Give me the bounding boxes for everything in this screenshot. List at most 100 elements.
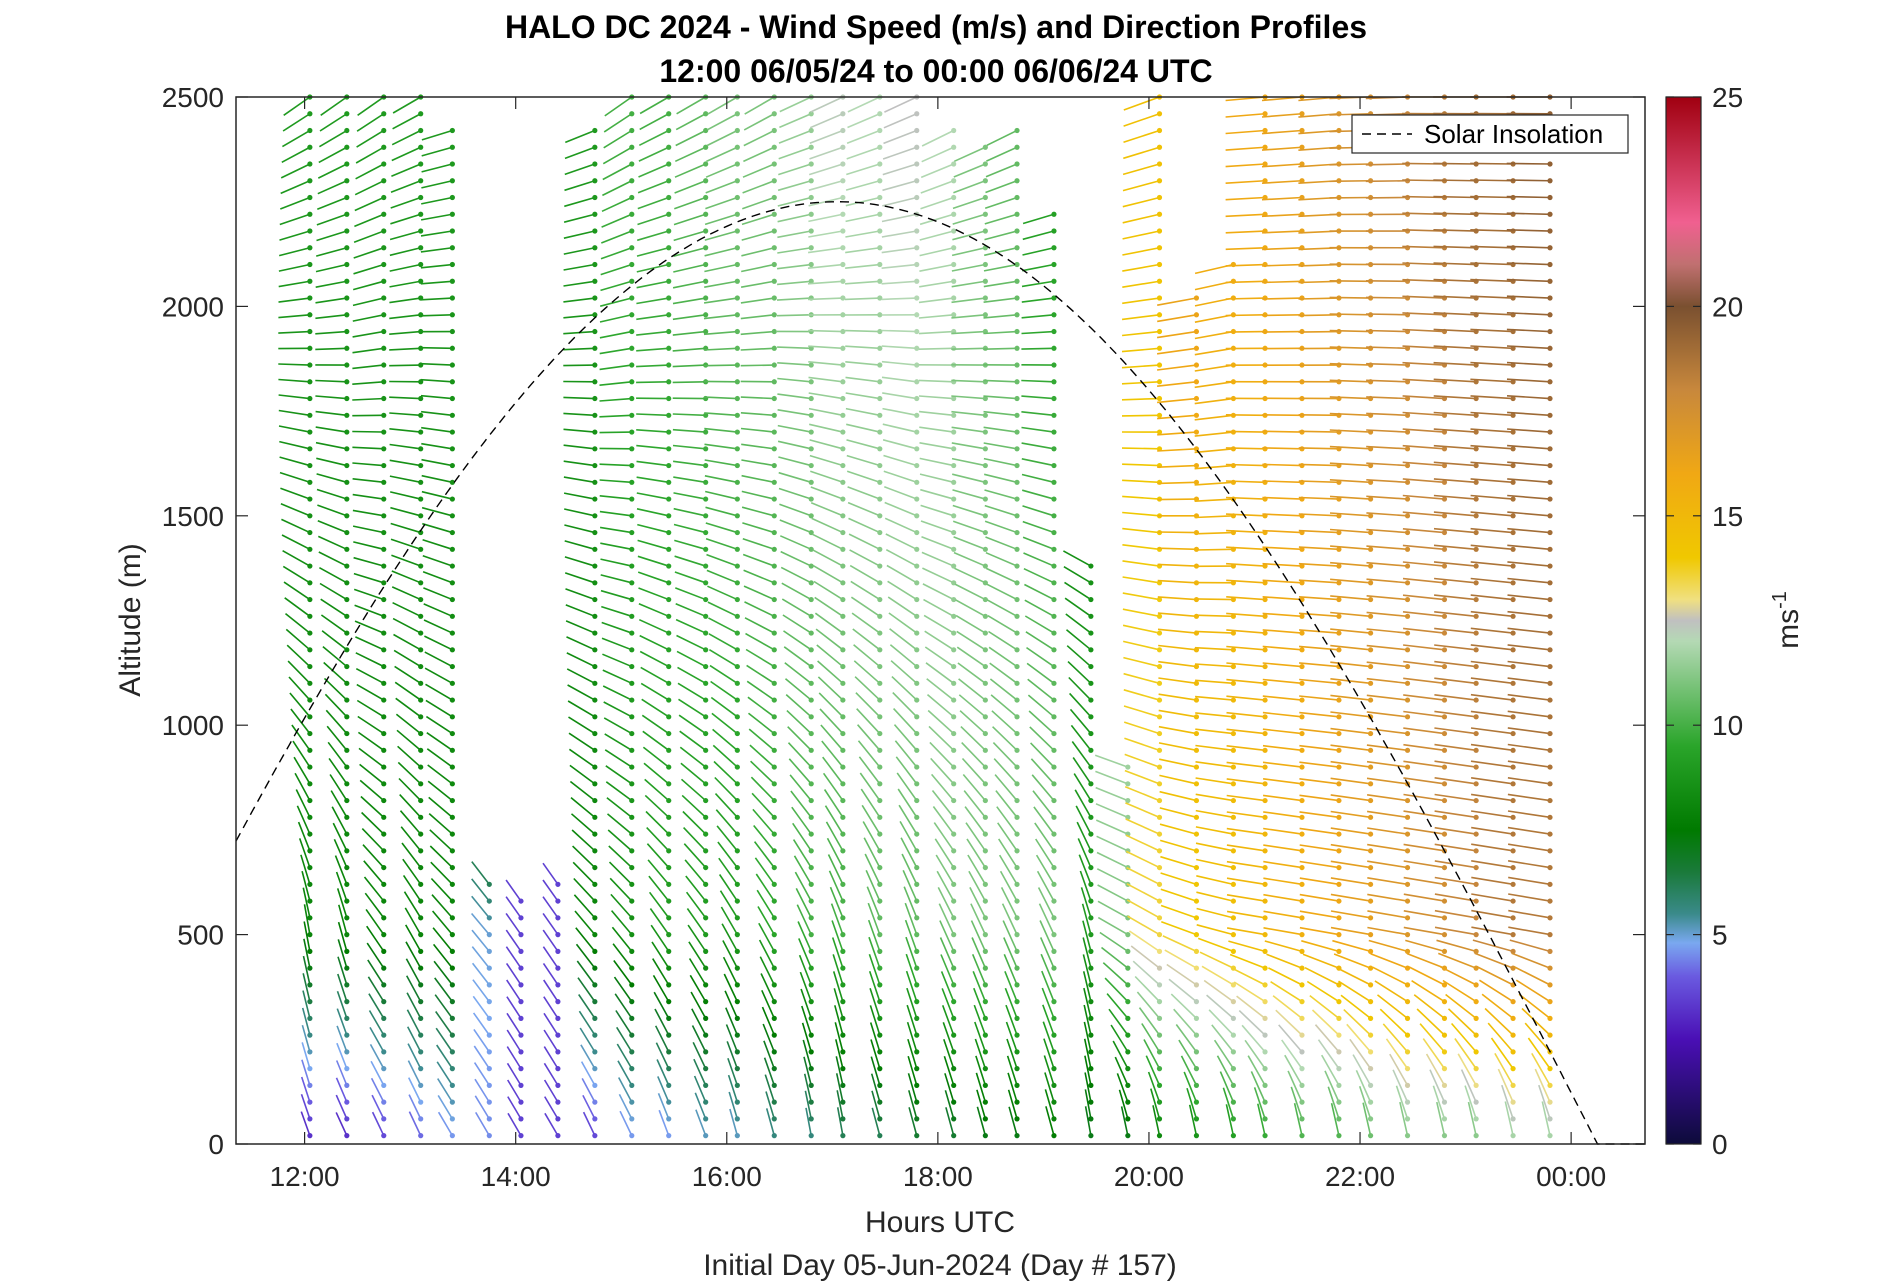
wind-barb — [639, 96, 670, 115]
colorbar-tick-label: 20 — [1712, 291, 1743, 322]
wind-barb-dot — [1510, 797, 1516, 804]
wind-barb-dot — [381, 697, 387, 703]
wind-barb — [1039, 937, 1055, 969]
wind-barb-dot — [307, 479, 313, 485]
wind-barb-dot — [1547, 831, 1553, 837]
wind-barb-dot — [344, 228, 350, 234]
wind-barb — [673, 507, 706, 517]
wind-barb — [425, 699, 453, 718]
wind-barb-dot — [982, 211, 988, 217]
wind-barb-dot — [1230, 898, 1236, 904]
wind-barb-dot — [914, 1116, 920, 1122]
wind-barb — [1122, 280, 1160, 288]
wind-barb-dot — [1262, 630, 1268, 636]
wind-barb-dot — [418, 982, 424, 988]
wind-barb-dot — [1014, 295, 1020, 301]
wind-barb — [682, 810, 707, 835]
wind-barb — [278, 330, 310, 334]
wind-barb-dot — [418, 1032, 424, 1038]
wind-barb — [1507, 693, 1551, 701]
wind-barb — [652, 974, 670, 1003]
wind-barb-dot — [771, 714, 777, 720]
wind-barb — [706, 113, 738, 131]
wind-barb — [921, 129, 955, 147]
wind-barb-dot — [1510, 395, 1516, 402]
y-tick-label: 2500 — [162, 82, 224, 113]
wind-barb — [1127, 915, 1160, 936]
wind-barb-dot — [418, 596, 424, 603]
wind-barb-dot — [1193, 479, 1200, 485]
wind-barb-dot — [666, 362, 672, 368]
wind-barb-dot — [1088, 797, 1094, 804]
wind-barb — [995, 790, 1018, 818]
wind-barb — [989, 662, 1018, 684]
wind-barb-dot — [1441, 446, 1448, 452]
wind-barb-dot — [1441, 831, 1448, 837]
wind-barb-dot — [734, 630, 740, 636]
wind-barb — [1436, 939, 1477, 953]
wind-barb-dot — [344, 278, 350, 284]
wind-barb — [674, 180, 706, 194]
wind-barb-dot — [734, 1066, 740, 1072]
wind-barb-dot — [982, 496, 988, 502]
wind-barb — [399, 810, 422, 835]
wind-barb — [371, 1094, 385, 1120]
wind-barb-dot — [1051, 864, 1057, 871]
wind-barb-dot — [1547, 613, 1553, 619]
wind-barb-dot — [1336, 848, 1342, 854]
wind-barb-dot — [518, 915, 524, 921]
wind-barb-dot — [1014, 328, 1020, 335]
wind-barb-dot — [449, 647, 455, 653]
wind-barb — [1470, 777, 1514, 785]
wind-barb-dot — [703, 864, 709, 871]
wind-barb — [352, 525, 384, 534]
wind-barb — [1329, 296, 1371, 299]
wind-barb-dot — [1473, 764, 1479, 770]
wind-barb — [808, 213, 844, 223]
wind-barb-dot — [1230, 1133, 1236, 1139]
wind-barb — [399, 794, 422, 818]
wind-barb — [352, 462, 384, 467]
wind-barb-dot — [629, 379, 635, 385]
wind-barb-dot — [877, 379, 883, 385]
wind-barb — [1211, 1024, 1235, 1053]
wind-barb-dot — [418, 680, 424, 686]
wind-barb-dot — [449, 881, 455, 887]
wind-barb-dot — [1510, 1049, 1516, 1055]
wind-barb — [1043, 1055, 1055, 1086]
wind-barb-dot — [982, 529, 988, 536]
wind-barb-dot — [418, 211, 424, 217]
wind-barb-dot — [1547, 730, 1553, 737]
wind-barb-dot — [1262, 697, 1268, 703]
wind-barb-dot — [418, 814, 424, 820]
wind-profile-column — [1021, 211, 1057, 1139]
wind-barb — [952, 230, 986, 241]
wind-barb — [1122, 576, 1160, 584]
wind-barb-dot — [592, 462, 598, 469]
wind-barb-dot — [877, 999, 883, 1005]
wind-barb-dot — [555, 881, 561, 887]
wind-barb — [930, 757, 955, 785]
wind-barb-dot — [1547, 898, 1553, 904]
wind-barb-dot — [1051, 1082, 1057, 1088]
wind-barb-dot — [914, 429, 920, 435]
wind-barb — [925, 662, 955, 684]
wind-barb-dot — [703, 328, 709, 335]
wind-barb — [1506, 312, 1551, 316]
wind-barb — [1196, 907, 1234, 919]
wind-barb-dot — [982, 1066, 988, 1072]
wind-barb-dot — [1230, 1049, 1236, 1055]
wind-barb — [1065, 629, 1092, 651]
wind-barb — [636, 429, 669, 433]
wind-barb-dot — [418, 764, 424, 770]
wind-barb — [429, 845, 453, 869]
wind-barb — [899, 821, 918, 852]
wind-barb — [919, 263, 954, 272]
wind-barb — [1001, 903, 1018, 935]
wind-barb-dot — [1230, 697, 1236, 703]
wind-barb — [368, 993, 385, 1019]
wind-barb-dot — [877, 312, 883, 318]
wind-barb — [1470, 594, 1514, 601]
wind-barb — [725, 1007, 739, 1036]
wind-barb-dot — [1051, 999, 1057, 1005]
